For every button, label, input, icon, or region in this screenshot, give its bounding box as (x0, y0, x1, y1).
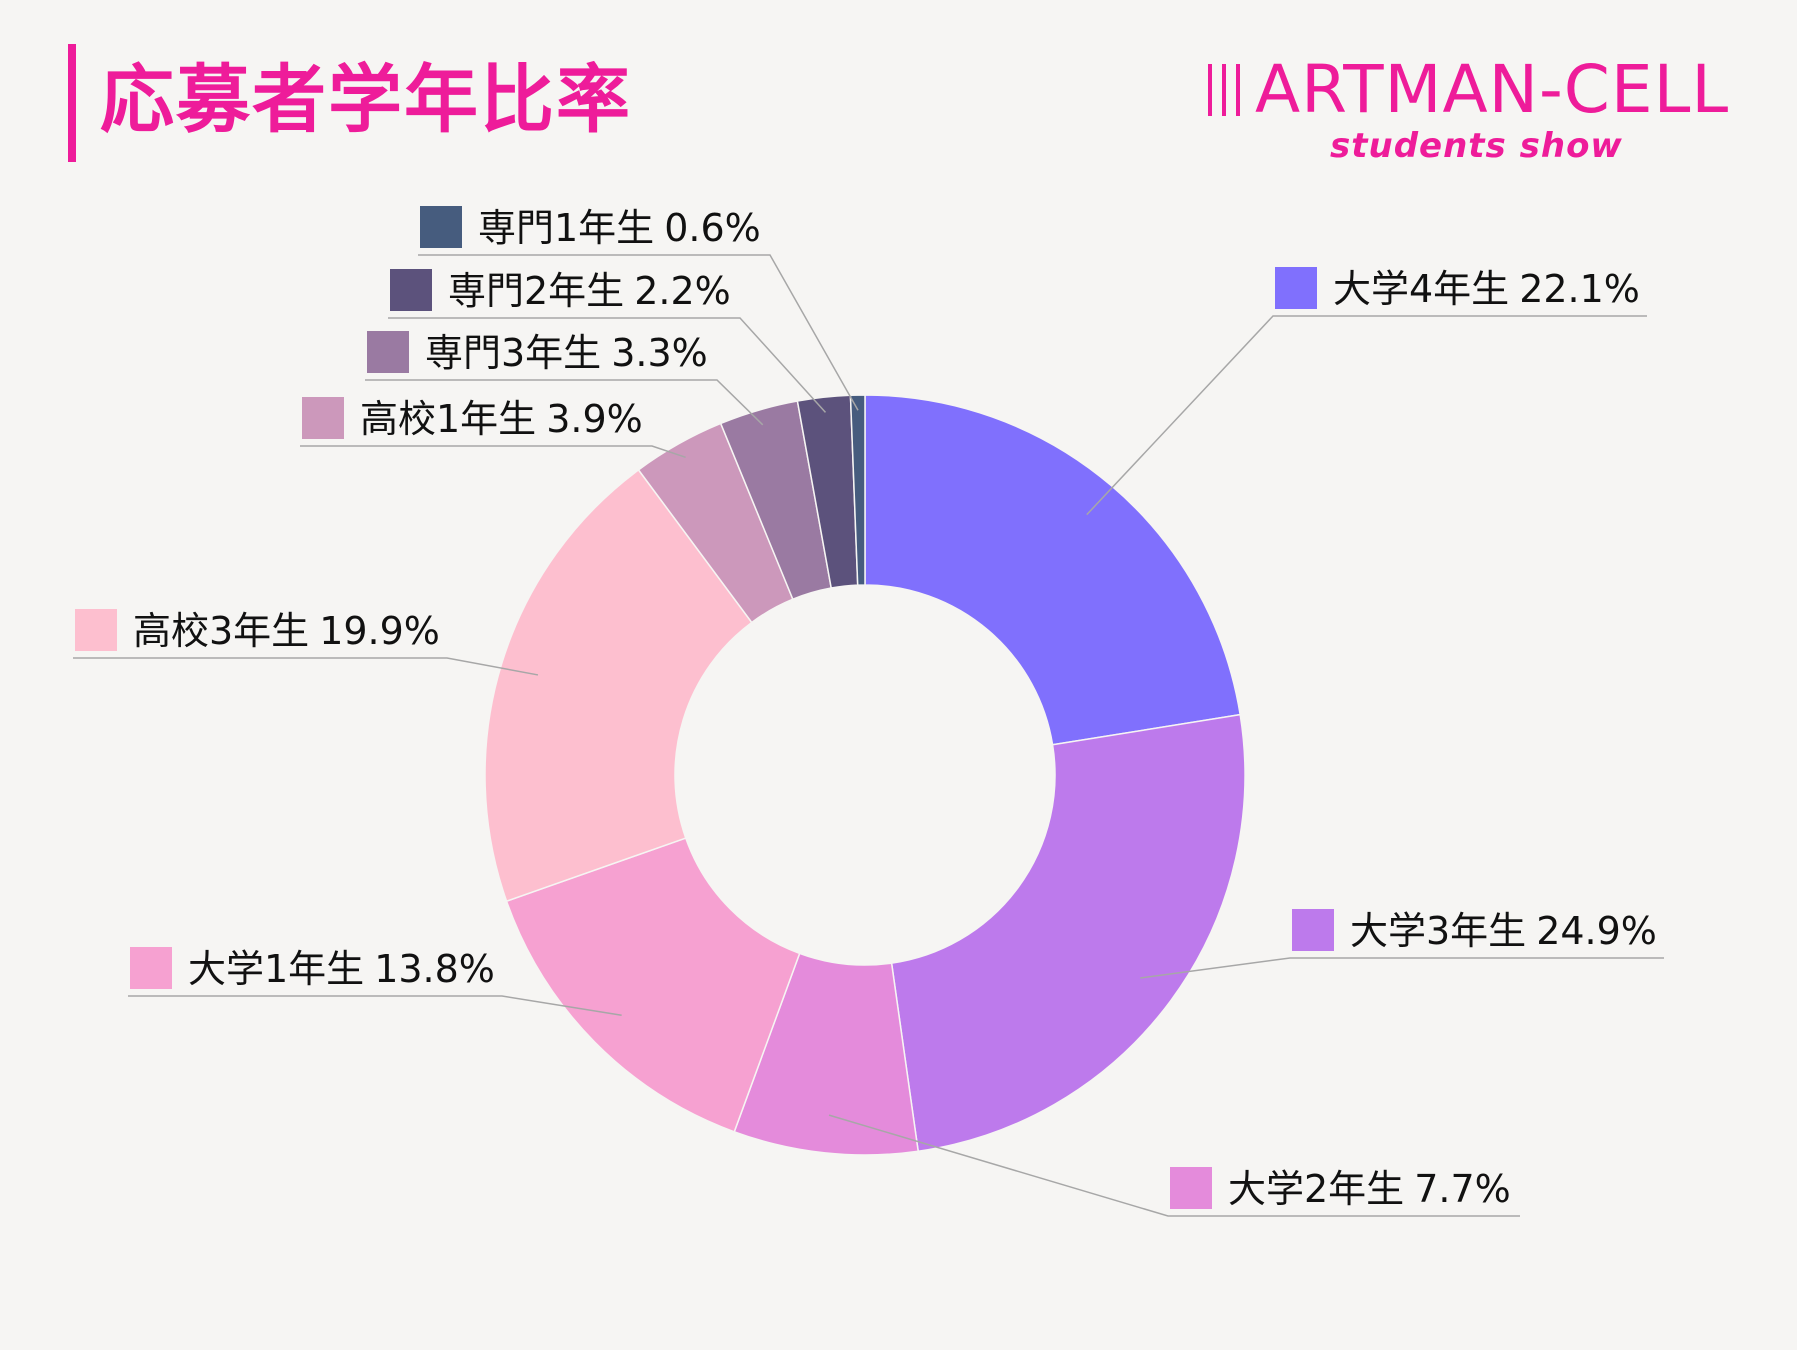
logo-bars-icon (1208, 64, 1252, 116)
legend-swatch-4 (130, 947, 172, 989)
slice-2 (890, 713, 1246, 1153)
slice-4 (505, 837, 801, 1133)
slice-label-5: 高校3年生 19.9% (133, 609, 440, 653)
logo-tagline: students show (1330, 126, 1623, 166)
donut-slices (484, 394, 1246, 1156)
legend-swatch-5 (75, 609, 117, 651)
slice-label-4: 大学1年生 13.8% (188, 947, 495, 991)
callout-line-5 (73, 657, 539, 676)
slice-name: 大学2年生 (1228, 1167, 1404, 1211)
slice-name: 高校3年生 (133, 609, 309, 653)
callout-line-9 (418, 254, 859, 411)
slice-5 (484, 468, 753, 903)
slice-label-8: 専門2年生 2.2% (448, 269, 731, 313)
slice-1 (864, 394, 1242, 746)
slice-name: 大学4年生 (1333, 267, 1509, 311)
slice-name: 大学1年生 (188, 947, 364, 991)
callout-line-3 (828, 1114, 1520, 1217)
slice-label-1: 大学4年生 22.1% (1333, 267, 1640, 311)
legend-swatch-3 (1170, 1167, 1212, 1209)
slice-value: 19.9% (319, 609, 440, 653)
slice-label-9: 専門1年生 0.6% (478, 206, 761, 250)
slice-name: 大学3年生 (1350, 909, 1526, 953)
slice-value: 24.9% (1536, 909, 1657, 953)
legend-swatch-8 (390, 269, 432, 311)
callout-line-7 (365, 379, 764, 426)
slice-9 (849, 394, 866, 586)
callout-line-6 (300, 445, 686, 459)
callout-line-1 (1086, 315, 1647, 516)
callout-line-4 (128, 995, 622, 1017)
legend-swatch-6 (302, 397, 344, 439)
callout-line-8 (388, 317, 827, 413)
slice-value: 3.3% (611, 331, 708, 375)
callout-line-2 (1140, 957, 1664, 979)
slice-label-6: 高校1年生 3.9% (360, 397, 643, 441)
legend-swatch-2 (1292, 909, 1334, 951)
slice-name: 専門3年生 (425, 331, 601, 375)
page-title: 応募者学年比率 (100, 57, 632, 143)
slice-value: 3.9% (546, 397, 643, 441)
slice-name: 専門2年生 (448, 269, 624, 313)
slice-value: 22.1% (1519, 267, 1640, 311)
slice-name: 専門1年生 (478, 206, 654, 250)
slice-label-7: 専門3年生 3.3% (425, 331, 708, 375)
slice-label-3: 大学2年生 7.7% (1228, 1167, 1511, 1211)
brand-logo: ARTMAN-CELL students show (1205, 52, 1765, 172)
legend-swatch-1 (1275, 267, 1317, 309)
logo-wordmark: ARTMAN-CELL (1255, 51, 1730, 128)
legend-swatch-9 (420, 206, 462, 248)
slice-label-2: 大学3年生 24.9% (1350, 909, 1657, 953)
slice-value: 0.6% (664, 206, 761, 250)
slice-value: 2.2% (634, 269, 731, 313)
slice-name: 高校1年生 (360, 397, 536, 441)
chart-callouts: 大学4年生 22.1% 大学3年生 24.9% 大学2年生 7.7% 大学1年生 13.8% 高… (73, 206, 1664, 1217)
slice-value: 7.7% (1414, 1167, 1511, 1211)
title-accent-bar (68, 44, 76, 162)
slice-value: 13.8% (374, 947, 495, 991)
legend-swatch-7 (367, 331, 409, 373)
